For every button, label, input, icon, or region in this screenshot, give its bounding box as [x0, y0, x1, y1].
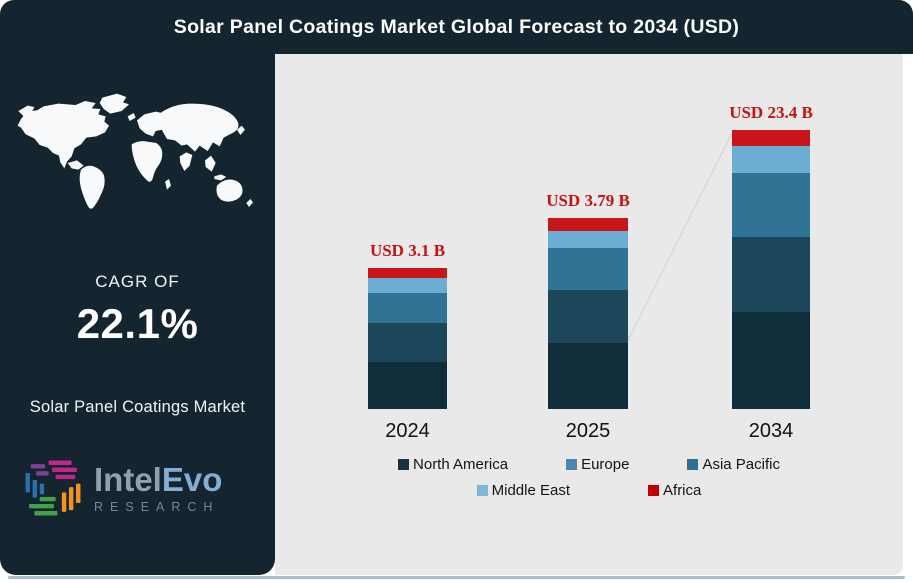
chart-panel: USD 3.1 B 2024 USD 3.79 B 2025 USD 23.4 B 203…	[275, 54, 903, 575]
bar-segment-africa	[368, 268, 447, 278]
chart-legend: North America Europe Asia Pacific Middle Ea…	[275, 456, 903, 499]
world-map-graphic	[17, 93, 253, 209]
stacked-bar-2024	[368, 268, 447, 409]
bar-segment-asia-pacific	[368, 293, 447, 323]
bar-segment-europe	[368, 323, 447, 362]
bar-segment-europe	[548, 290, 628, 343]
legend-label: Africa	[663, 482, 702, 499]
stacked-bar-2025	[548, 218, 628, 409]
legend-item-middle-east: Middle East	[476, 482, 571, 499]
bar-segment-asia-pacific	[548, 248, 628, 290]
legend-label: North America	[413, 456, 509, 473]
brand-name-primary: Intel	[94, 460, 162, 498]
bar-segment-africa	[548, 218, 628, 231]
legend-item-africa: Africa	[648, 482, 701, 499]
legend-item-europe: Europe	[566, 456, 629, 473]
brand-logo-text: IntelEvo RESEARCH	[94, 460, 223, 514]
bar-segment-north-america	[368, 362, 447, 409]
bar-segment-middle-east	[548, 231, 628, 248]
legend-swatch-europe	[566, 459, 578, 470]
legend-label: Asia Pacific	[702, 456, 780, 473]
bar-segment-asia-pacific	[732, 173, 810, 237]
brand-subtitle: RESEARCH	[94, 499, 220, 514]
legend-label: Middle East	[491, 482, 571, 499]
x-axis-label-2024: 2024	[385, 420, 430, 442]
bar-total-label: USD 3.79 B	[546, 191, 630, 210]
bar-total-label: USD 23.4 B	[729, 103, 813, 122]
legend-swatch-africa	[648, 485, 660, 496]
legend-row: Middle East Africa	[476, 482, 701, 499]
bar-segment-north-america	[548, 343, 628, 409]
legend-row: North America Europe Asia Pacific	[398, 456, 780, 473]
bar-segment-africa	[732, 130, 810, 146]
bar-segment-north-america	[732, 312, 810, 409]
legend-swatch-asia-pacific	[687, 459, 699, 470]
brand-logo: IntelEvo RESEARCH	[22, 457, 222, 519]
sidebar: CAGR OF 22.1% Solar Panel Coatings Marke…	[0, 54, 275, 575]
header: Solar Panel Coatings Market Global Forec…	[0, 0, 913, 54]
growth-connector-line	[627, 132, 733, 341]
bar-segment-middle-east	[732, 146, 810, 173]
bottom-accent-line	[8, 576, 905, 579]
bar-total-label: USD 3.1 B	[369, 241, 446, 260]
bar-chart: USD 3.1 B 2024 USD 3.79 B 2025 USD 23.4 B 203…	[275, 54, 903, 575]
stacked-bar-2034	[732, 130, 810, 409]
bar-segment-middle-east	[368, 278, 447, 293]
x-axis-label-2034: 2034	[748, 420, 794, 442]
market-name: Solar Panel Coatings Market	[29, 398, 246, 416]
x-axis-label-2025: 2025	[565, 420, 611, 442]
page-title: Solar Panel Coatings Market Global Forec…	[173, 15, 740, 38]
brand-name-secondary: Evo	[161, 460, 223, 498]
legend-swatch-middle-east	[476, 485, 488, 496]
cagr-label: CAGR OF	[95, 272, 180, 291]
legend-item-asia-pacific: Asia Pacific	[687, 456, 780, 473]
cagr-value: 22.1%	[76, 300, 199, 347]
legend-swatch-north-america	[398, 459, 410, 470]
bar-segment-europe	[732, 237, 810, 312]
brand-logo-icon	[25, 460, 81, 516]
legend-label: Europe	[581, 456, 630, 473]
legend-item-north-america: North America	[398, 456, 508, 473]
